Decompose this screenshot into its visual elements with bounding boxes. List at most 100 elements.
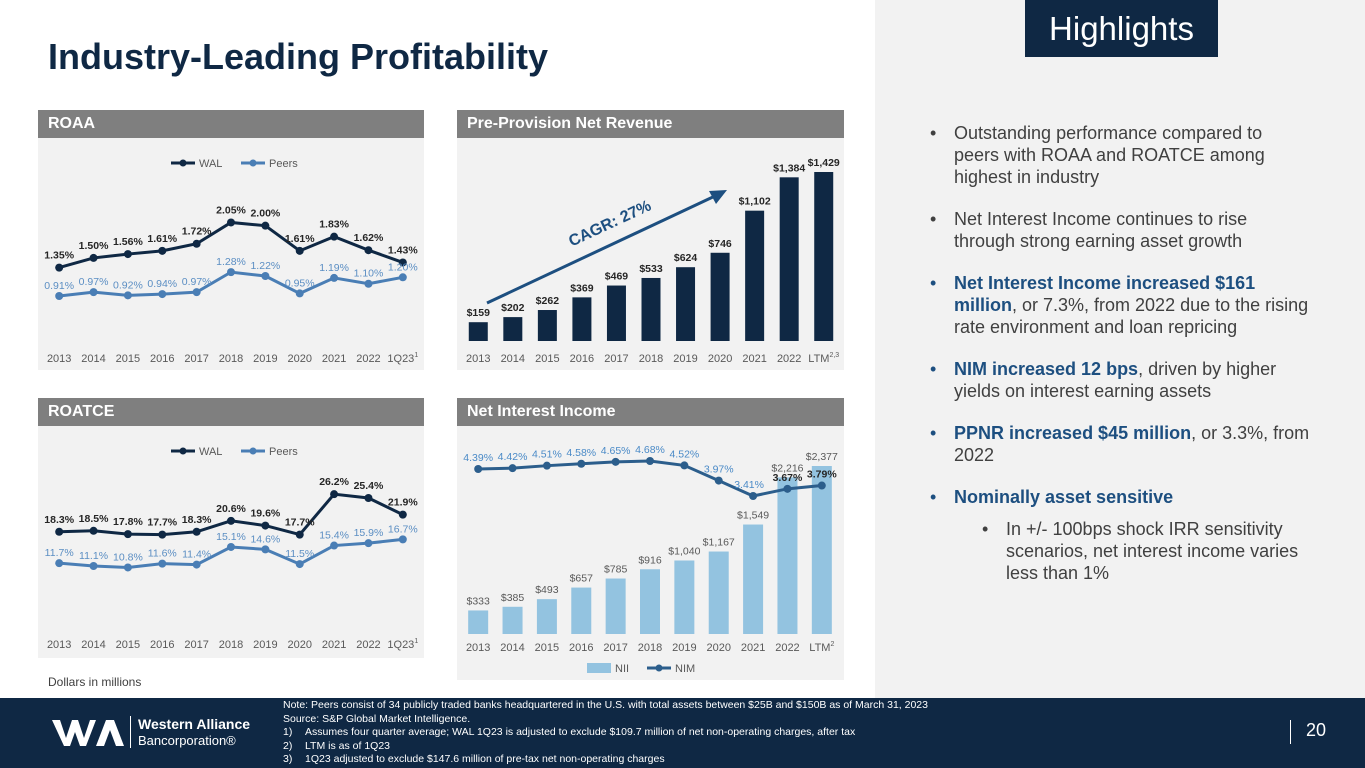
x-tick-label: 2016 — [570, 353, 594, 365]
highlights-tag: Highlights — [1025, 0, 1218, 57]
peers-point — [89, 288, 98, 297]
wal-data-label: 17.8% — [113, 516, 143, 528]
ppnr-bar — [572, 297, 592, 341]
roaa-header: ROAA — [38, 110, 424, 138]
x-tick-label: 2018 — [639, 353, 663, 365]
ppnr-bar — [710, 252, 730, 341]
legend-label: WAL — [199, 158, 222, 170]
x-tick-label: 2022 — [356, 353, 380, 365]
cagr-annotation: CAGR: 27% — [566, 197, 654, 250]
cagr-arrow-line — [486, 194, 716, 305]
peers-point — [295, 560, 304, 569]
peers-data-label: 1.28% — [216, 256, 246, 268]
nim-data-label: 4.42% — [498, 451, 528, 463]
x-tick-label: 2015 — [116, 353, 140, 365]
peers-point — [295, 289, 304, 298]
x-tick-label: 2013 — [47, 639, 71, 651]
x-tick-label: 2017 — [184, 353, 208, 365]
nim-data-label: 4.68% — [635, 444, 665, 456]
peers-data-label: 11.1% — [79, 550, 108, 562]
peers-data-label: 15.9% — [354, 527, 384, 539]
logo-divider — [130, 716, 131, 748]
peers-data-label: 1.19% — [319, 262, 349, 274]
wal-point — [89, 253, 98, 262]
peers-data-label: 10.8% — [113, 551, 143, 563]
x-tick-label: 2017 — [604, 353, 628, 365]
page-number: 20 — [1306, 720, 1327, 740]
note-intro: Note: Peers consist of 34 publicly trade… — [283, 699, 928, 711]
cagr-arrow-head — [709, 190, 727, 204]
bullet-5: • PPNR increased $45 million, or 3.3%, fr… — [930, 423, 1310, 465]
wal-point — [158, 246, 167, 255]
nii-bar — [743, 524, 764, 634]
wal-data-label: 1.61% — [147, 233, 177, 245]
nii-data-label: $1,549 — [737, 510, 769, 522]
wal-data-label: 25.4% — [354, 480, 384, 492]
ppnr-data-label: $159 — [467, 307, 491, 319]
wal-data-label: 18.5% — [79, 513, 109, 525]
wal-data-label: 18.3% — [182, 514, 212, 526]
x-tick-label: 2021 — [741, 642, 765, 654]
peers-point — [55, 292, 64, 300]
wal-point — [55, 263, 64, 272]
peers-point — [123, 563, 132, 572]
x-tick-label: 2022 — [356, 639, 380, 651]
nii-chart: $333 $385 $493 $657 $785 $916 $1,040$1,167 $1,5… — [463, 444, 838, 675]
wal-point — [330, 490, 339, 499]
x-tick-label: 2014 — [500, 642, 524, 654]
peers-point — [192, 288, 201, 297]
peers-point — [158, 290, 167, 299]
wal-data-label: 17.7% — [147, 517, 177, 529]
nim-data-label: 3.97% — [704, 464, 734, 476]
nim-point — [714, 476, 723, 485]
ppnr-data-label: $746 — [708, 238, 732, 250]
wal-point — [123, 530, 132, 539]
peers-point — [330, 273, 339, 282]
ppnr-bar — [779, 177, 799, 341]
wal-data-label: 19.6% — [250, 508, 280, 520]
x-tick-label: 2016 — [150, 353, 174, 365]
peers-point — [398, 273, 407, 282]
nii-data-label: $385 — [501, 592, 525, 604]
ppnr-bar — [468, 322, 488, 341]
x-tick-label: 2019 — [673, 353, 697, 365]
legend-marker — [179, 447, 187, 455]
peers-point — [227, 268, 235, 277]
ppnr-chart-area: $159 $202 $262 $369 $469 $533 $624 $746 $1,102 $1… — [457, 138, 844, 370]
wal-data-label: 1.56% — [113, 236, 143, 248]
ppnr-data-label: $369 — [570, 282, 594, 294]
x-tick-label: 2018 — [219, 639, 243, 651]
peers-point — [261, 272, 270, 280]
ppnr-bar — [537, 310, 557, 341]
wal-point — [158, 530, 167, 539]
x-tick-label: 2019 — [253, 639, 277, 651]
legend-label: Peers — [269, 446, 298, 458]
wal-point — [55, 527, 64, 536]
peers-data-label: 11.5% — [285, 548, 314, 560]
ppnr-data-label: $1,102 — [739, 196, 771, 208]
x-tick-superscript: 1 — [414, 638, 418, 645]
footnotes: Note: Peers consist of 34 publicly trade… — [283, 699, 1183, 767]
x-tick-label: 2013 — [466, 353, 490, 365]
nii-data-label: $657 — [570, 573, 594, 585]
ppnr-bar — [606, 285, 626, 341]
wal-data-label: 17.7% — [285, 517, 315, 529]
nii-data-label: $493 — [535, 584, 559, 596]
nii-data-label: $333 — [467, 595, 491, 607]
nii-bar — [502, 606, 523, 634]
x-tick-label: 2016 — [150, 639, 174, 651]
wal-point — [89, 526, 98, 535]
sub-bullet: • In +/- 100bps shock IRR sensitivity sce… — [982, 519, 1299, 583]
x-tick-label: 2017 — [184, 639, 208, 651]
nim-point — [783, 484, 792, 493]
note-2: 2) LTM is as of 1Q23 — [283, 739, 391, 752]
nii-bar — [811, 466, 832, 634]
peers-data-label: 1.22% — [250, 260, 280, 272]
peers-point — [364, 279, 373, 288]
x-tick-label: LTM2 — [809, 641, 834, 654]
wal-data-label: 1.43% — [388, 244, 418, 256]
x-tick-label: 2013 — [47, 353, 71, 365]
ppnr-data-label: $262 — [536, 295, 560, 307]
peers-data-label: 15.4% — [319, 530, 349, 542]
ppnr-data-label: $1,384 — [773, 162, 805, 174]
